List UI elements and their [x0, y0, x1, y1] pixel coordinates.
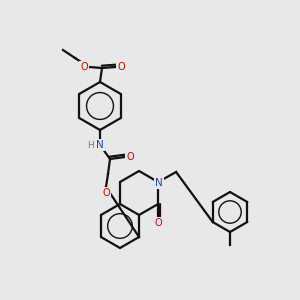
Text: O: O	[80, 62, 88, 72]
Text: O: O	[117, 62, 125, 72]
Text: N: N	[155, 178, 163, 188]
Text: O: O	[102, 188, 110, 198]
Text: O: O	[126, 152, 134, 162]
Text: N: N	[96, 140, 104, 150]
Text: H: H	[88, 140, 94, 149]
Text: O: O	[154, 218, 162, 228]
